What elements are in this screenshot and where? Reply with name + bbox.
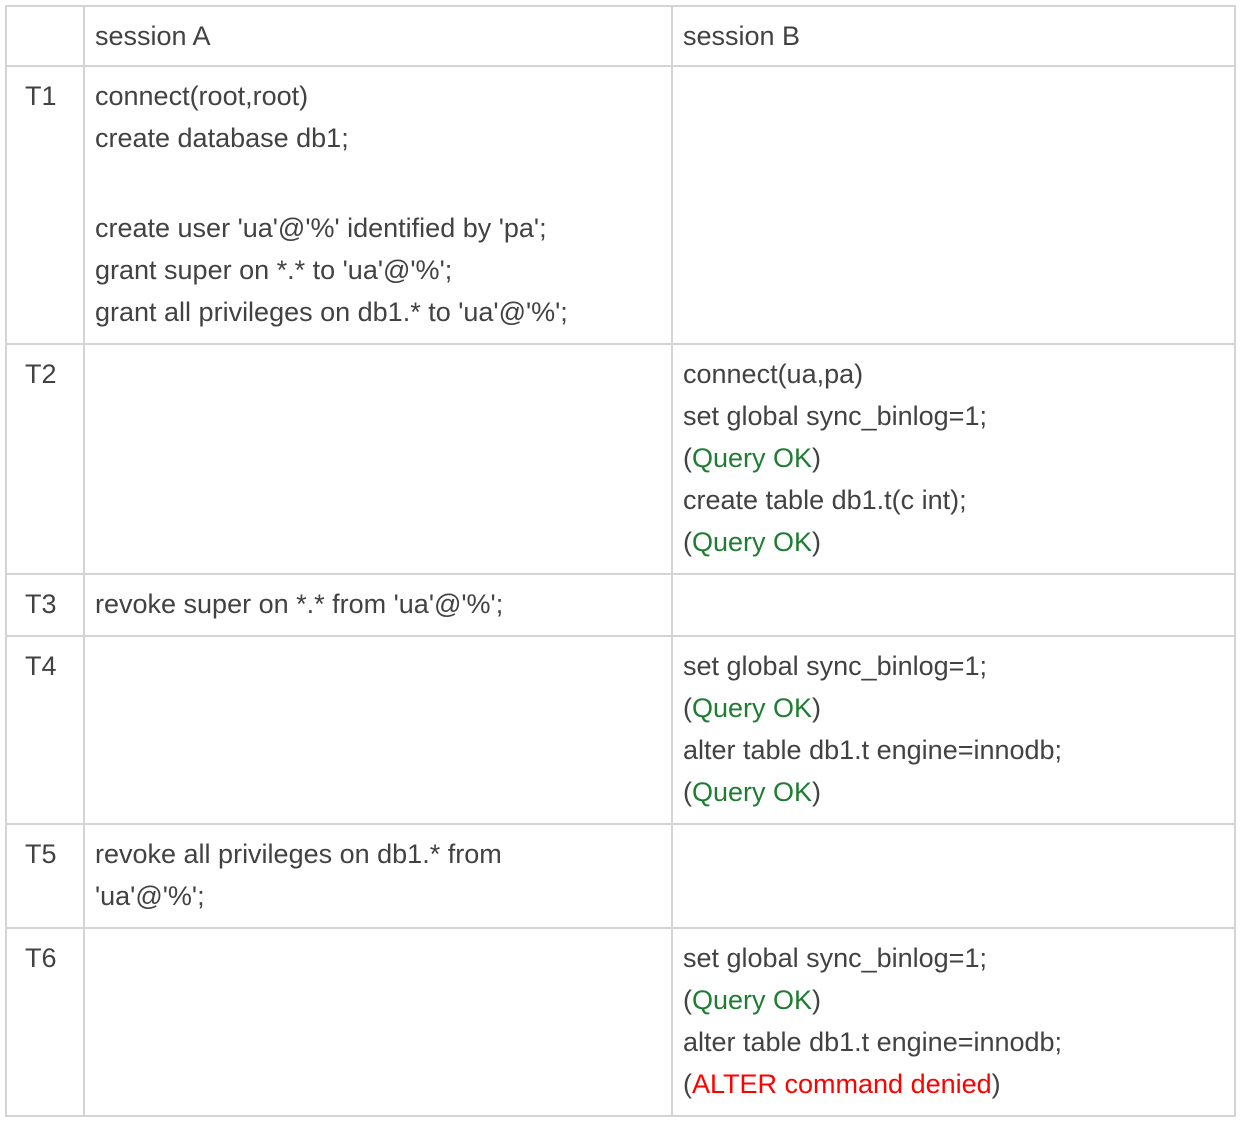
table-body: T1 connect(root,root) create database db1;… bbox=[5, 65, 1236, 1117]
session-a-cell: revoke super on *.* from 'ua'@'%'; bbox=[83, 573, 673, 637]
code-text: grant super on *.* to 'ua'@'%'; bbox=[95, 255, 453, 285]
code-line: create table db1.t(c int); bbox=[683, 479, 1220, 521]
session-b-cell: set global sync_binlog=1; (Query OK) alter… bbox=[671, 927, 1236, 1117]
code-text: ) bbox=[812, 443, 822, 473]
code-line: 'ua'@'%'; bbox=[95, 875, 657, 917]
code-line: set global sync_binlog=1; bbox=[683, 937, 1220, 979]
header-cell-session-a: session A bbox=[83, 5, 673, 67]
time-label: T6 bbox=[5, 927, 85, 1117]
code-line: alter table db1.t engine=innodb; bbox=[683, 1021, 1220, 1063]
status-ok-text: Query OK bbox=[692, 985, 813, 1015]
code-line: create user 'ua'@'%' identified by 'pa'; bbox=[95, 207, 657, 249]
code-text: ( bbox=[683, 985, 692, 1015]
header-cell-session-b: session B bbox=[671, 5, 1236, 67]
code-line: connect(ua,pa) bbox=[683, 353, 1220, 395]
code-line: connect(root,root) bbox=[95, 75, 657, 117]
table-row: T1 connect(root,root) create database db1;… bbox=[5, 65, 1236, 345]
code-line: grant super on *.* to 'ua'@'%'; bbox=[95, 249, 657, 291]
session-a-cell: revoke all privileges on db1.* from 'ua'@… bbox=[83, 823, 673, 929]
code-text: set global sync_binlog=1; bbox=[683, 651, 987, 681]
table-row: T5 revoke all privileges on db1.* from 'ua… bbox=[5, 823, 1236, 929]
table-row: T2 connect(ua,pa) set global sync_binlog=1… bbox=[5, 343, 1236, 575]
code-text: ( bbox=[683, 693, 692, 723]
code-text: ) bbox=[812, 777, 822, 807]
session-a-cell bbox=[83, 343, 673, 575]
code-text: ) bbox=[812, 985, 822, 1015]
session-a-cell bbox=[83, 635, 673, 825]
session-a-cell: connect(root,root) create database db1; cr… bbox=[83, 65, 673, 345]
code-text: ( bbox=[683, 777, 692, 807]
code-line: (Query OK) bbox=[683, 687, 1220, 729]
code-text: create database db1; bbox=[95, 123, 349, 153]
code-text: grant all privileges on db1.* to 'ua'@'%… bbox=[95, 297, 568, 327]
code-text: connect(ua,pa) bbox=[683, 359, 864, 389]
code-text: set global sync_binlog=1; bbox=[683, 943, 987, 973]
time-label: T5 bbox=[5, 823, 85, 929]
code-line: (ALTER command denied) bbox=[683, 1063, 1220, 1105]
table-row: T4 set global sync_binlog=1; (Query OK) alt… bbox=[5, 635, 1236, 825]
time-label: T1 bbox=[5, 65, 85, 345]
session-b-cell bbox=[671, 65, 1236, 345]
code-text: revoke all privileges on db1.* from bbox=[95, 839, 502, 869]
status-ok-text: Query OK bbox=[692, 527, 813, 557]
header-row: session A session B bbox=[5, 5, 1236, 67]
code-text: ) bbox=[812, 527, 822, 557]
code-text: ( bbox=[683, 527, 692, 557]
session-timeline-table: session A session B T1 connect(root,root)… bbox=[5, 5, 1236, 1117]
table-row: T6 set global sync_binlog=1; (Query OK) alt… bbox=[5, 927, 1236, 1117]
code-line: alter table db1.t engine=innodb; bbox=[683, 729, 1220, 771]
time-label: T2 bbox=[5, 343, 85, 575]
status-ok-text: Query OK bbox=[692, 443, 813, 473]
session-b-cell bbox=[671, 823, 1236, 929]
code-line: revoke all privileges on db1.* from bbox=[95, 833, 657, 875]
code-text: 'ua'@'%'; bbox=[95, 881, 205, 911]
status-error-text: ALTER command denied bbox=[692, 1069, 992, 1099]
code-text: revoke super on *.* from 'ua'@'%'; bbox=[95, 589, 504, 619]
code-text: alter table db1.t engine=innodb; bbox=[683, 1027, 1063, 1057]
code-text: create table db1.t(c int); bbox=[683, 485, 967, 515]
code-line: (Query OK) bbox=[683, 521, 1220, 563]
header-cell-time bbox=[5, 5, 85, 67]
code-line: set global sync_binlog=1; bbox=[683, 645, 1220, 687]
code-line: set global sync_binlog=1; bbox=[683, 395, 1220, 437]
code-text: ) bbox=[991, 1069, 1001, 1099]
code-text: ) bbox=[812, 693, 822, 723]
status-ok-text: Query OK bbox=[692, 693, 813, 723]
time-label: T4 bbox=[5, 635, 85, 825]
code-line: (Query OK) bbox=[683, 771, 1220, 813]
code-line: grant all privileges on db1.* to 'ua'@'%… bbox=[95, 291, 657, 333]
code-line: (Query OK) bbox=[683, 437, 1220, 479]
code-line: create database db1; bbox=[95, 117, 657, 159]
session-b-cell: set global sync_binlog=1; (Query OK) alter… bbox=[671, 635, 1236, 825]
session-b-cell bbox=[671, 573, 1236, 637]
status-ok-text: Query OK bbox=[692, 777, 813, 807]
code-text: alter table db1.t engine=innodb; bbox=[683, 735, 1063, 765]
code-text: connect(root,root) bbox=[95, 81, 309, 111]
blank-line bbox=[95, 159, 657, 207]
code-text: create user 'ua'@'%' identified by 'pa'; bbox=[95, 213, 547, 243]
code-text: ( bbox=[683, 1069, 692, 1099]
session-b-cell: connect(ua,pa) set global sync_binlog=1; (… bbox=[671, 343, 1236, 575]
session-a-cell bbox=[83, 927, 673, 1117]
table-row: T3 revoke super on *.* from 'ua'@'%'; bbox=[5, 573, 1236, 637]
code-text: set global sync_binlog=1; bbox=[683, 401, 987, 431]
time-label: T3 bbox=[5, 573, 85, 637]
code-text: ( bbox=[683, 443, 692, 473]
code-line: revoke super on *.* from 'ua'@'%'; bbox=[95, 583, 657, 625]
code-line: (Query OK) bbox=[683, 979, 1220, 1021]
